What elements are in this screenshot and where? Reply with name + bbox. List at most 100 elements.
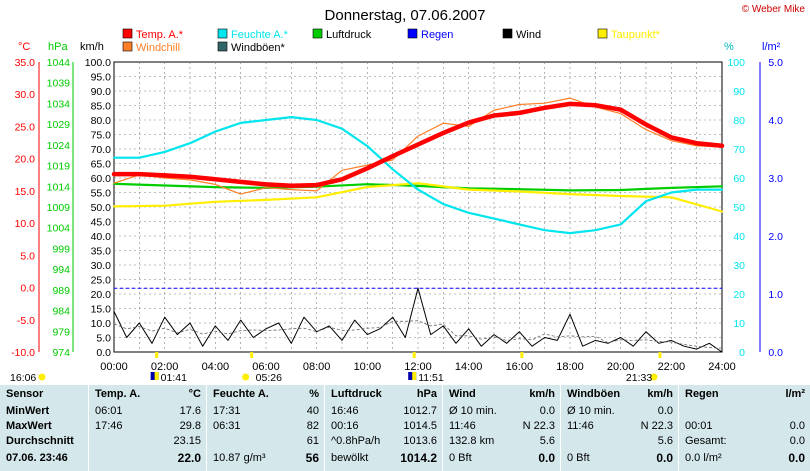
column-wind: Wind km/h Ø 10 min. 0.0 11:46 N 22.3 132.8 km 5… (442, 385, 561, 471)
legend-swatch (217, 28, 228, 39)
legend-label: Wind (516, 29, 541, 41)
sensor-header: Sensor (6, 388, 44, 400)
marker-time-label: 05:26 (256, 372, 282, 384)
legend-swatch (312, 28, 323, 39)
legend-label: Taupunkt* (611, 29, 661, 41)
column-unit: l/m² (785, 388, 805, 400)
axis-unit-label: km/h (80, 41, 104, 53)
axis-tick-label: 1009 (47, 202, 71, 214)
series-line (112, 182, 724, 192)
column-temp: Temp. A. °C 06:01 17.6 17:46 29.8 23.15 22.0 (88, 385, 207, 471)
series-line (111, 101, 725, 188)
cell-value: 61 (306, 435, 319, 447)
axis-tick-label: 35.0 (91, 246, 112, 258)
cell-label: 132.8 km (449, 435, 495, 447)
cell-value: 0.0 (789, 420, 805, 432)
axis-tick-label: 979 (52, 326, 70, 338)
axis-unit-label: l/m² (762, 41, 781, 53)
axis-tick-label: 35.0 (15, 57, 36, 69)
x-tick-label: 06:00 (252, 361, 280, 373)
axis-tick-label: 40.0 (91, 231, 112, 243)
axis-tick-label: 30.0 (15, 89, 36, 101)
legend-swatch (502, 28, 513, 39)
moon-phase-icon (150, 372, 159, 380)
axis-tick-label: 1019 (47, 161, 71, 173)
column-hum: Feuchte A.% 17:31 40 06:31 82 61 10.87 g/m³ 56 (206, 385, 325, 471)
x-tick-label: 16:00 (506, 361, 534, 373)
cell-label: ^0.8hPa/h (331, 435, 381, 447)
cell-label: Gesamt: (685, 435, 727, 447)
axis-tick-label: 0.0 (20, 283, 35, 295)
legend-label: Windböen* (231, 42, 286, 54)
column-rain: Regen l/m² 00:01 0.0 Gesamt: 0.0 0.0 l/m² 0.0 (678, 385, 810, 471)
moon-phase-icon (408, 372, 417, 380)
axis-tick-label: 75.0 (91, 130, 112, 142)
row-label-min: MinWert (6, 405, 50, 417)
cell-value: 1013.6 (403, 435, 437, 447)
axis-tick-label: 0 (739, 347, 745, 359)
axis-tick-label: 1029 (47, 119, 71, 131)
axis-tick-label: 4.0 (768, 115, 783, 127)
axis-tick-label: 984 (52, 306, 70, 318)
legend-label: Feuchte A.* (231, 29, 289, 41)
weather-chart: Donnerstag, 07.06.2007 © Weber Mike Temp. … (10, 4, 805, 384)
cell-value: N 22.3 (522, 420, 555, 432)
axis-tick-label: 2.0 (768, 231, 783, 243)
axis-unit-label: % (724, 41, 734, 53)
column-header: Luftdruck (331, 388, 382, 400)
cell-value: N 22.3 (640, 420, 673, 432)
series-line (112, 182, 724, 213)
x-tick-label: 10:00 (354, 361, 382, 373)
column-header: Wind (449, 388, 476, 400)
axis-tick-label: 50.0 (91, 202, 112, 214)
x-tick-label: 14:00 (455, 361, 483, 373)
cell-value: 1014.2 (400, 451, 437, 465)
cell-label: 0 Bft (567, 452, 590, 464)
column-header: Windböen (567, 388, 621, 400)
column-header: Feuchte A. (213, 388, 269, 400)
marker-time-label: 11:51 (418, 372, 444, 384)
cell-value: 40 (306, 405, 319, 417)
legend-label: Windchill (136, 42, 180, 54)
legend-swatch (217, 41, 228, 52)
cell-value: 22.0 (177, 451, 201, 465)
axis-tick-label: 15.0 (15, 186, 36, 198)
axis-tick-label: -5.0 (17, 315, 35, 327)
axis-tick-label: 95.0 (91, 72, 112, 84)
legend-swatch (597, 28, 608, 39)
wind-average-line (113, 320, 723, 349)
axis-tick-label: 974 (52, 347, 70, 359)
x-tick-label: 00:00 (100, 361, 128, 373)
cell-value: 5.6 (539, 435, 555, 447)
axis-unit-label: °C (18, 41, 30, 53)
axis-tick-label: 25.0 (15, 121, 36, 133)
cell-value: 29.8 (179, 420, 201, 432)
x-tick-label: 22:00 (658, 361, 686, 373)
axis-tick-label: 994 (52, 264, 70, 276)
axis-tick-label: 0.0 (96, 347, 111, 359)
axis-tick-label: 1014 (47, 181, 71, 193)
series-line (112, 115, 724, 235)
moon-phase-fill (412, 372, 417, 380)
axis-tick-label: 989 (52, 285, 70, 297)
axis-tick-label: 10.0 (91, 318, 112, 330)
column-header: Temp. A. (95, 388, 141, 400)
legend-label: Temp. A.* (136, 29, 184, 41)
cell-value: 0.0 (788, 451, 805, 465)
legend-label: Luftdruck (326, 29, 372, 41)
cell-label: 10.87 g/m³ (213, 452, 266, 464)
cell-value: 1012.7 (403, 405, 437, 417)
cell-label: 17:46 (95, 420, 123, 432)
cell-label: Ø 10 min. (567, 405, 615, 417)
cell-value: 23.15 (173, 435, 201, 447)
axis-tick-label: 5.0 (20, 250, 35, 262)
cell-label: bewölkt (331, 452, 369, 464)
axis-tick-label: 25.0 (91, 275, 112, 287)
cell-value: 0.0 (656, 451, 673, 465)
column-unit: % (309, 388, 319, 400)
axis-tick-label: 100 (727, 57, 745, 69)
axis-tick-label: 1039 (47, 78, 71, 90)
cell-label: 0 Bft (449, 452, 472, 464)
statistics-table: Sensor MinWert MaxWert Durchschnitt 07.0… (0, 385, 810, 471)
axis-tick-label: 60.0 (91, 173, 112, 185)
